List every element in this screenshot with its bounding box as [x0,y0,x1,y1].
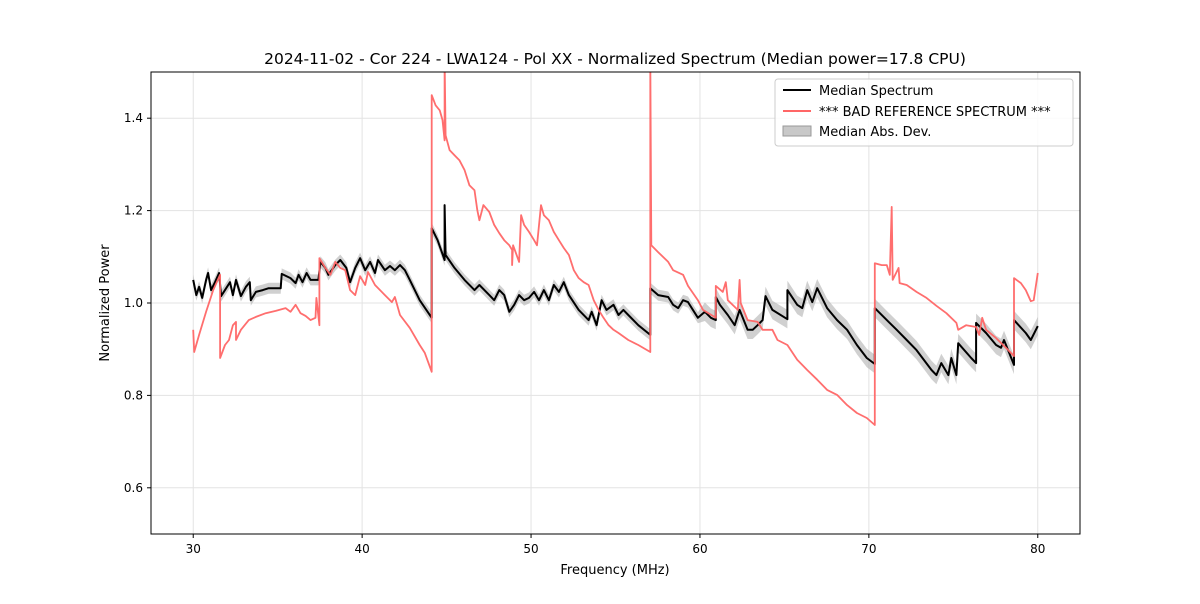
x-tick-label: 80 [1030,542,1045,556]
x-tick-label: 40 [354,542,369,556]
y-axis-label: Normalized Power [98,244,113,362]
x-axis: 30 40 50 60 70 80 [186,534,1045,556]
legend-median-label: Median Spectrum [819,84,933,99]
y-tick-label: 1.2 [124,204,143,218]
x-tick-label: 30 [186,542,201,556]
x-tick-label: 60 [692,542,707,556]
legend-mad-swatch [782,125,812,137]
x-tick-label: 70 [861,542,876,556]
y-tick-label: 0.8 [124,388,143,402]
y-tick-label: 1.4 [124,111,143,125]
y-tick-label: 1.0 [124,296,143,310]
chart-title: 2024-11-02 - Cor 224 - LWA124 - Pol XX -… [264,50,966,68]
legend-reference-label: *** BAD REFERENCE SPECTRUM *** [819,105,1051,120]
x-tick-label: 50 [523,542,538,556]
x-axis-label: Frequency (MHz) [560,563,669,578]
legend: Median Spectrum *** BAD REFERENCE SPECTR… [774,78,1074,147]
legend-mad-label: Median Abs. Dev. [819,125,931,140]
y-tick-label: 0.6 [124,481,143,495]
y-axis: 0.6 0.8 1.0 1.2 1.4 [124,111,151,495]
plot-area [192,72,1039,426]
median-spectrum-line [192,204,1039,377]
legend-box [774,78,1074,147]
reference-spectrum-line [192,72,1039,426]
